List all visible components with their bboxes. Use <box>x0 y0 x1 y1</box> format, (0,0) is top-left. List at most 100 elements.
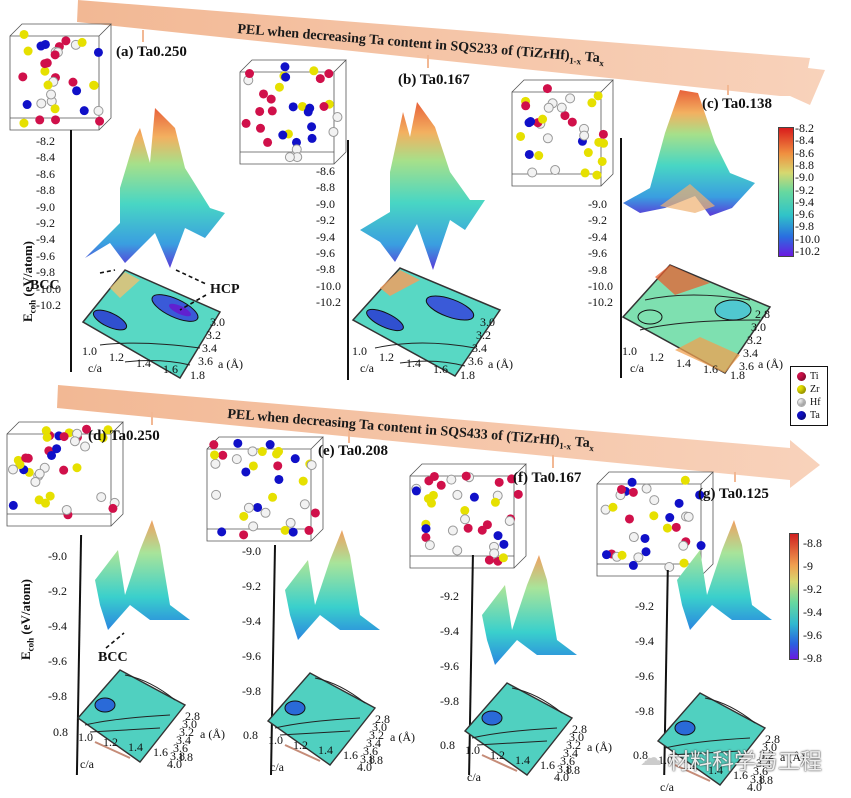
tick-label: 1.2 <box>379 350 394 364</box>
tick-label: 1.2 <box>103 735 118 749</box>
tick-label: 1.8 <box>460 368 475 382</box>
crystal-cell-f <box>409 463 527 569</box>
atom <box>89 80 99 90</box>
tick-label: -9.0 <box>242 544 261 558</box>
atom <box>493 531 503 541</box>
tick-label: 3.0 <box>480 315 495 329</box>
tick-label: 1.4 <box>136 356 151 370</box>
atom <box>19 118 29 128</box>
atom <box>255 123 265 133</box>
tick-label: -8.8 <box>803 536 822 550</box>
tick-label: 4.0 <box>554 770 569 784</box>
atom <box>671 522 681 532</box>
panel-a-label: (a) Ta0.250 <box>116 44 187 60</box>
atom <box>231 454 242 465</box>
atom <box>641 547 651 557</box>
ca-label-d: c/a <box>80 757 94 771</box>
atom <box>59 465 69 475</box>
atom <box>649 511 659 521</box>
tick-label: 3.2 <box>179 725 194 739</box>
contour-a <box>81 269 222 380</box>
contour-f <box>463 682 574 776</box>
tick-label: 2.8 <box>765 732 780 746</box>
tick-label: -9.0 <box>316 196 335 211</box>
tick-label: -9.4 <box>36 232 55 247</box>
tick-label: 3.6 <box>753 764 768 778</box>
tick-label: 1.4 <box>515 753 530 767</box>
atom <box>291 137 301 147</box>
atom <box>272 449 282 459</box>
tick-label: -8.2 <box>36 134 55 148</box>
tick-label: -9.8 <box>803 651 822 665</box>
atom <box>18 72 28 82</box>
atom <box>527 167 538 178</box>
atom <box>649 495 660 506</box>
atom <box>307 122 317 132</box>
atom <box>285 517 296 528</box>
legend-item-hf: Hf <box>797 396 821 409</box>
atom <box>633 552 644 563</box>
tick-label: 1.4 <box>708 763 723 777</box>
atom <box>640 533 650 543</box>
surface-e <box>285 530 380 640</box>
tick-label: 1.8 <box>758 773 773 787</box>
atom <box>8 464 19 475</box>
atom <box>72 86 82 96</box>
atom <box>247 446 258 457</box>
atom <box>98 433 108 443</box>
tick-label: 3.4 <box>743 346 758 360</box>
ti-atom-icon <box>797 372 806 381</box>
atom <box>266 94 276 104</box>
atom <box>248 521 259 532</box>
atom <box>50 104 60 114</box>
atom <box>567 117 577 127</box>
atom <box>41 426 51 436</box>
tick-label: 3.8 <box>360 752 375 766</box>
atom <box>489 548 500 559</box>
atom <box>477 525 487 535</box>
atom <box>309 66 319 76</box>
tick-label: -8.2 <box>795 121 814 135</box>
tick-label: -9.6 <box>588 246 607 261</box>
atom <box>424 476 434 486</box>
tick-label: 1.6 <box>163 362 178 376</box>
atom <box>513 489 523 499</box>
atom <box>79 106 89 116</box>
atom <box>678 540 689 551</box>
colorbar-bottom <box>789 533 799 660</box>
a-label-e: a (Å) <box>390 730 415 744</box>
tick-label: -9.4 <box>316 229 335 244</box>
crystal-cell-c <box>511 79 614 187</box>
tick-label: -9.6 <box>242 649 261 663</box>
tick-label: 1.6 <box>703 362 718 376</box>
atom <box>217 527 227 537</box>
atom <box>504 515 515 526</box>
atom <box>315 74 325 84</box>
bcc-annotation-d: BCC <box>98 650 128 665</box>
atom <box>280 62 290 72</box>
tick-label: 3.4 <box>176 733 191 747</box>
tick-label: 3.8 <box>170 749 185 763</box>
atom <box>696 541 706 551</box>
tick-label: 3.0 <box>182 717 197 731</box>
atom <box>19 29 29 39</box>
atom <box>550 165 561 176</box>
atom <box>498 553 508 563</box>
atom <box>43 80 53 90</box>
atom <box>77 37 87 47</box>
atom <box>288 527 298 537</box>
atom <box>304 525 314 535</box>
atom <box>543 102 554 113</box>
atom <box>290 454 300 464</box>
atom <box>298 476 308 486</box>
tick-label: 1.0 <box>268 733 283 747</box>
tick-label: -9.6 <box>803 628 822 642</box>
atom <box>15 460 25 470</box>
z-axis-a <box>70 130 72 372</box>
surface-c <box>623 90 755 216</box>
atom <box>284 152 295 163</box>
